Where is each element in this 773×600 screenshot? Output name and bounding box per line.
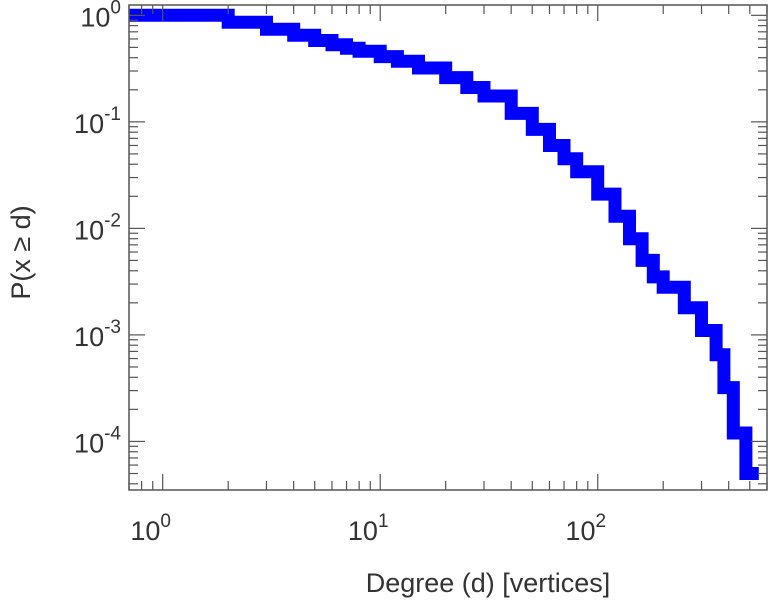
y-tick-label: 10-4 xyxy=(74,423,121,458)
series-line-0 xyxy=(129,8,759,480)
tick-layer xyxy=(128,5,768,490)
x-tick-label: 101 xyxy=(348,511,389,546)
x-axis-title: Degree (d) [vertices] xyxy=(366,568,611,598)
plot-frame xyxy=(128,4,768,491)
x-tick-label: 100 xyxy=(130,511,171,546)
tick-label-layer: 100 101 102 100 10-1 10-2 10-3 10-4 xyxy=(74,0,606,546)
x-tick-label: 102 xyxy=(565,511,606,546)
y-tick-label: 100 xyxy=(80,0,121,32)
series-layer xyxy=(129,8,759,480)
y-tick-label: 10-1 xyxy=(74,104,121,139)
y-axis-title: P(x ≥ d) xyxy=(6,205,36,299)
y-tick-label: 10-3 xyxy=(74,317,121,352)
y-tick-label: 10-2 xyxy=(74,210,121,245)
